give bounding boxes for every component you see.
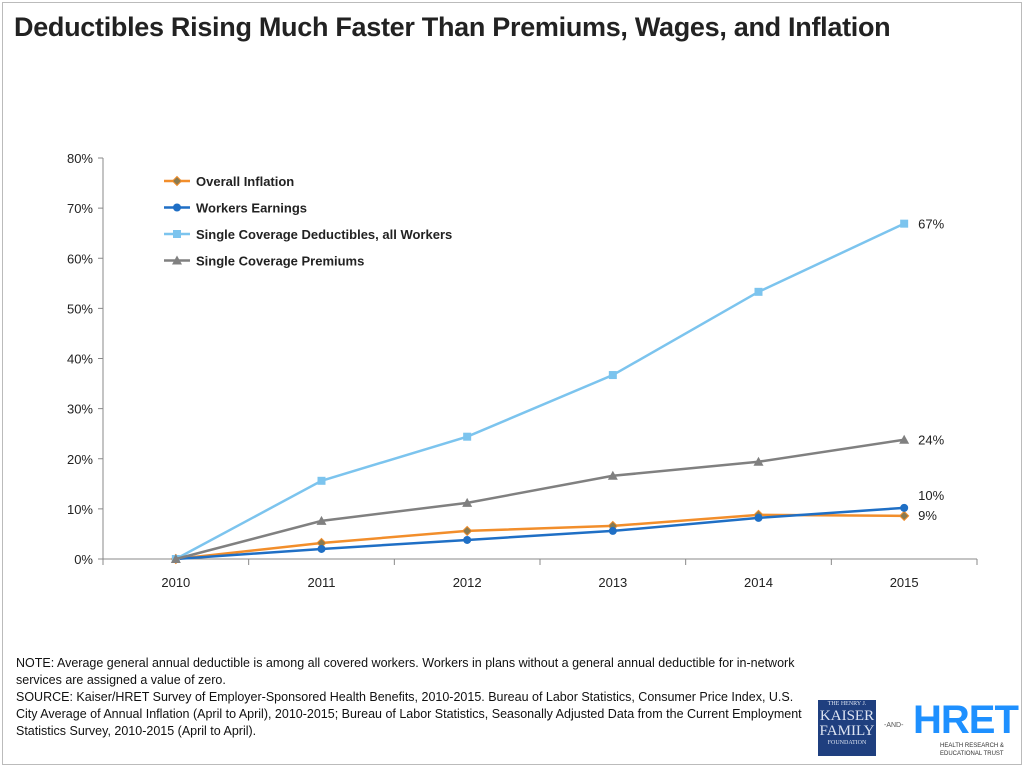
legend-label: Single Coverage Premiums	[196, 254, 364, 269]
legend-label: Overall Inflation	[196, 174, 294, 189]
data-label: 9%	[918, 508, 937, 523]
data-point	[173, 230, 181, 238]
chart-notes: NOTE: Average general annual deductible …	[16, 655, 816, 740]
series-line	[175, 506, 905, 561]
hret-logo: HRET	[913, 698, 1019, 742]
data-point	[173, 203, 181, 212]
logo-and-text: -AND-	[884, 722, 904, 729]
data-point	[463, 535, 472, 544]
y-tick-label: 10%	[67, 502, 93, 517]
data-point	[899, 434, 910, 444]
series-line	[175, 438, 905, 561]
data-point	[900, 503, 909, 512]
data-point	[316, 515, 327, 525]
data-label: 24%	[918, 433, 944, 448]
data-point	[753, 456, 764, 466]
y-tick-label: 60%	[67, 251, 93, 266]
chart-title: Deductibles Rising Much Faster Than Prem…	[14, 12, 891, 42]
x-tick-label: 2015	[890, 575, 919, 590]
data-point	[898, 510, 910, 522]
data-label: 67%	[918, 217, 944, 232]
y-tick-label: 80%	[67, 151, 93, 166]
data-point	[608, 526, 617, 535]
data-point	[607, 470, 618, 480]
y-tick-label: 20%	[67, 452, 93, 467]
data-point	[462, 497, 473, 507]
x-tick-label: 2013	[598, 575, 627, 590]
source-text: SOURCE: Kaiser/HRET Survey of Employer-S…	[16, 690, 802, 738]
data-point	[754, 287, 763, 296]
x-tick-label: 2010	[161, 575, 190, 590]
y-tick-label: 70%	[67, 201, 93, 216]
data-point	[317, 476, 326, 485]
data-point	[317, 544, 326, 553]
x-tick-label: 2014	[744, 575, 773, 590]
legend-label: Single Coverage Deductibles, all Workers	[196, 227, 452, 242]
y-tick-label: 40%	[67, 352, 93, 367]
data-point	[461, 525, 473, 537]
data-label: 10%	[918, 488, 944, 503]
y-tick-label: 50%	[67, 301, 93, 316]
x-tick-label: 2012	[453, 575, 482, 590]
data-point	[171, 175, 183, 187]
y-tick-label: 30%	[67, 402, 93, 417]
data-point	[463, 432, 472, 441]
kaiser-family-foundation-logo: THE HENRY J. KAISER FAMILY FOUNDATION	[818, 700, 876, 756]
note-text: NOTE: Average general annual deductible …	[16, 656, 795, 687]
data-point	[172, 255, 182, 265]
y-tick-label: 0%	[74, 552, 93, 567]
data-point	[900, 219, 909, 228]
hret-logo-subtitle: HEALTH RESEARCH & EDUCATIONAL TRUST	[940, 743, 1004, 757]
data-point	[608, 371, 617, 380]
x-tick-label: 2011	[308, 575, 336, 590]
data-point	[754, 513, 763, 522]
data-point	[170, 554, 181, 563]
legend-label: Workers Earnings	[196, 201, 307, 216]
series-line	[175, 222, 905, 561]
